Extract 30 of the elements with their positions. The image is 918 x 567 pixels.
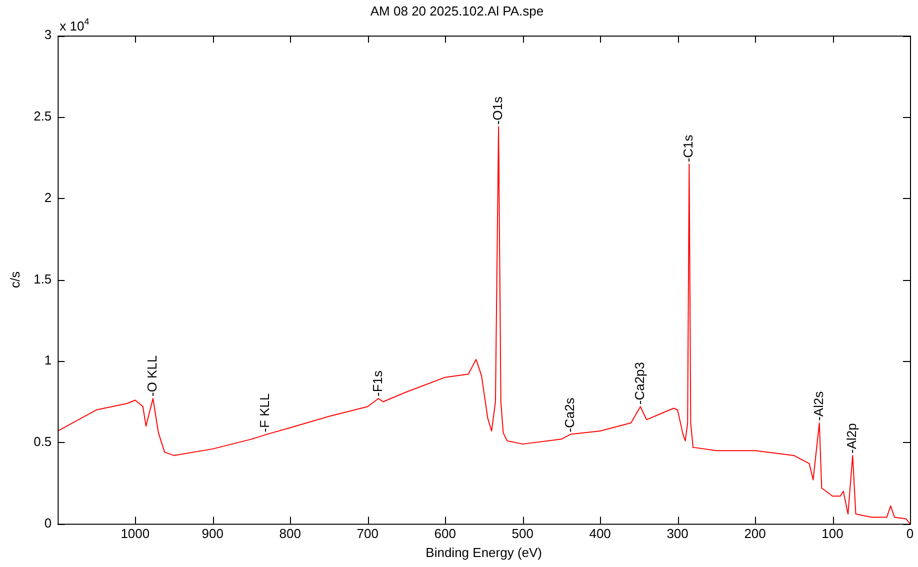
annotation: -O1s xyxy=(490,96,506,125)
y-tick-label: 2 xyxy=(44,190,52,205)
y-tick-label: 1 xyxy=(44,352,52,368)
x-tick-label: 200 xyxy=(744,526,766,542)
x-tick-label: 400 xyxy=(589,526,611,542)
y-tick-label: 3 xyxy=(44,27,52,42)
y-tick-label: 2.5 xyxy=(34,108,52,124)
x-tick-label: 100 xyxy=(822,526,844,542)
x-tick-label: 800 xyxy=(279,526,301,542)
chart-title: AM 08 20 2025.102.Al PA.spe xyxy=(370,3,544,18)
y-tick-label: 0 xyxy=(44,515,52,530)
x-tick-label: 700 xyxy=(356,526,378,542)
y-tick-label: 1.5 xyxy=(34,271,52,286)
annotation: -Ca2s xyxy=(562,397,578,432)
x-tick-label: 500 xyxy=(512,526,534,542)
annotation: -O KLL xyxy=(144,355,160,396)
x-tick-label: 600 xyxy=(434,526,456,542)
annotation: -F1s xyxy=(370,370,386,396)
y-tick-label: 0.5 xyxy=(34,434,52,450)
x-axis-title: Binding Energy (eV) xyxy=(426,544,542,560)
y-axis-title: c/s xyxy=(7,270,22,288)
x-tick-label: 900 xyxy=(202,526,224,542)
annotation: -C1s xyxy=(680,134,696,162)
x-tick-label: 1000 xyxy=(120,526,150,542)
annotation: -Al2s xyxy=(810,390,826,421)
annotation: -Al2p xyxy=(844,423,860,454)
x-tick-label: 300 xyxy=(666,526,688,542)
annotation: -Ca2p3 xyxy=(632,362,647,405)
x-tick-label: 0 xyxy=(906,526,914,542)
annotation: -F KLL xyxy=(256,393,272,432)
